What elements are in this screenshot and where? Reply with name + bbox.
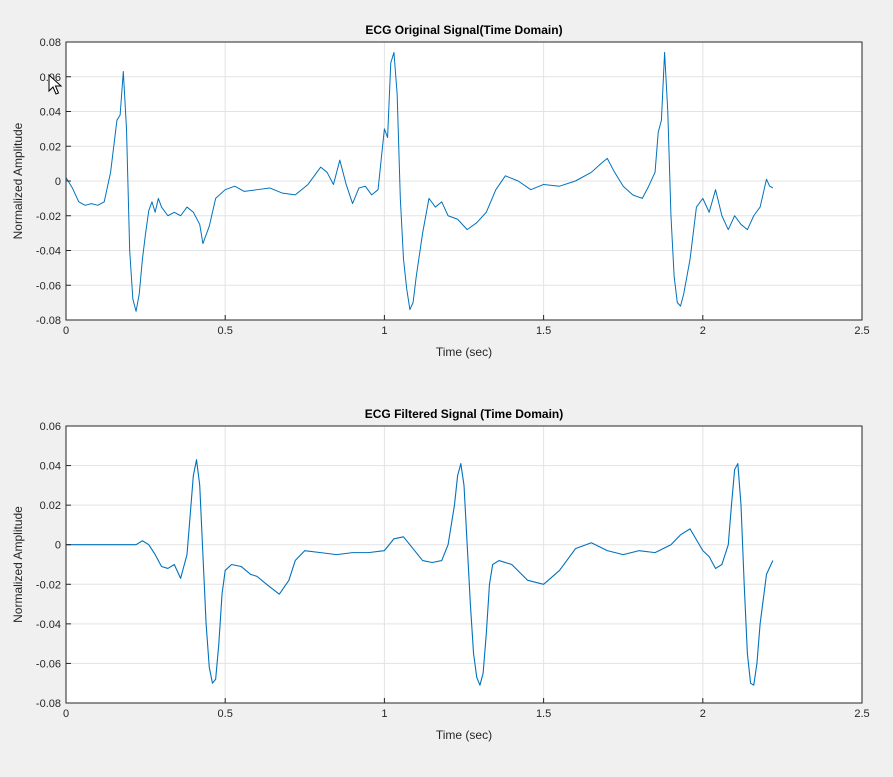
y-tick-label: 0.04 [40,107,61,119]
x-tick-label: 0.5 [218,325,233,337]
y-tick-label: -0.04 [36,246,61,258]
axes-background [66,426,862,703]
x-tick-label: 2.5 [854,708,869,720]
original-signal-line [65,51,774,312]
y-tick-label: 0.02 [40,500,61,512]
y-tick-label: 0 [55,540,61,552]
mouse-pointer-icon [48,74,62,95]
y-tick-label: -0.02 [36,211,61,223]
filtered-signal-axes: 0 0.5 1 1.5 2 2.5 -0.08 -0.06 -0.04 -0.02 0 0.02 0.0… [11,407,870,742]
y-tick-label: 0.06 [40,421,61,433]
y-tick-label: -0.08 [36,315,61,327]
chart-title-original: ECG Original Signal(Time Domain) [365,23,562,37]
original-signal-axes: 0 0.5 1 1.5 2 2.5 -0.08 -0.06 -0.04 -0.02 0 0.02 0.0… [11,23,870,359]
y-tick-label: -0.06 [36,658,61,670]
y-tick-label: 0.08 [40,37,61,49]
filtered-signal-line [66,459,774,686]
x-tick-label: 0 [63,708,69,720]
x-tick-label: 1.5 [536,325,551,337]
y-axis-label-original: Normalized Amplitude [11,122,25,239]
x-tick-label: 1.5 [536,708,551,720]
y-tick-label: -0.06 [36,280,61,292]
ticks: 0 0.5 1 1.5 2 2.5 -0.08 -0.06 -0.04 -0.02 0 0.02 0.0… [36,37,870,337]
x-tick-label: 2 [700,325,706,337]
x-axis-label-original: Time (sec) [436,345,492,359]
x-tick-label: 0.5 [218,708,233,720]
x-tick-label: 0 [63,325,69,337]
y-tick-label: -0.08 [36,698,61,710]
x-tick-label: 2 [700,708,706,720]
x-tick-label: 1 [381,708,387,720]
y-axis-label-filtered: Normalized Amplitude [11,506,25,623]
y-tick-label: 0.04 [40,461,61,473]
ticks: 0 0.5 1 1.5 2 2.5 -0.08 -0.06 -0.04 -0.02 0 0.02 0.0… [36,421,870,720]
y-tick-label: 0 [55,176,61,188]
y-tick-label: -0.04 [36,619,61,631]
axes-border [65,425,863,704]
y-tick-label: -0.02 [36,579,61,591]
x-axis-label-filtered: Time (sec) [436,728,492,742]
chart-title-filtered: ECG Filtered Signal (Time Domain) [365,407,563,421]
x-tick-label: 2.5 [854,325,869,337]
x-tick-label: 1 [381,325,387,337]
y-tick-label: 0.02 [40,141,61,153]
